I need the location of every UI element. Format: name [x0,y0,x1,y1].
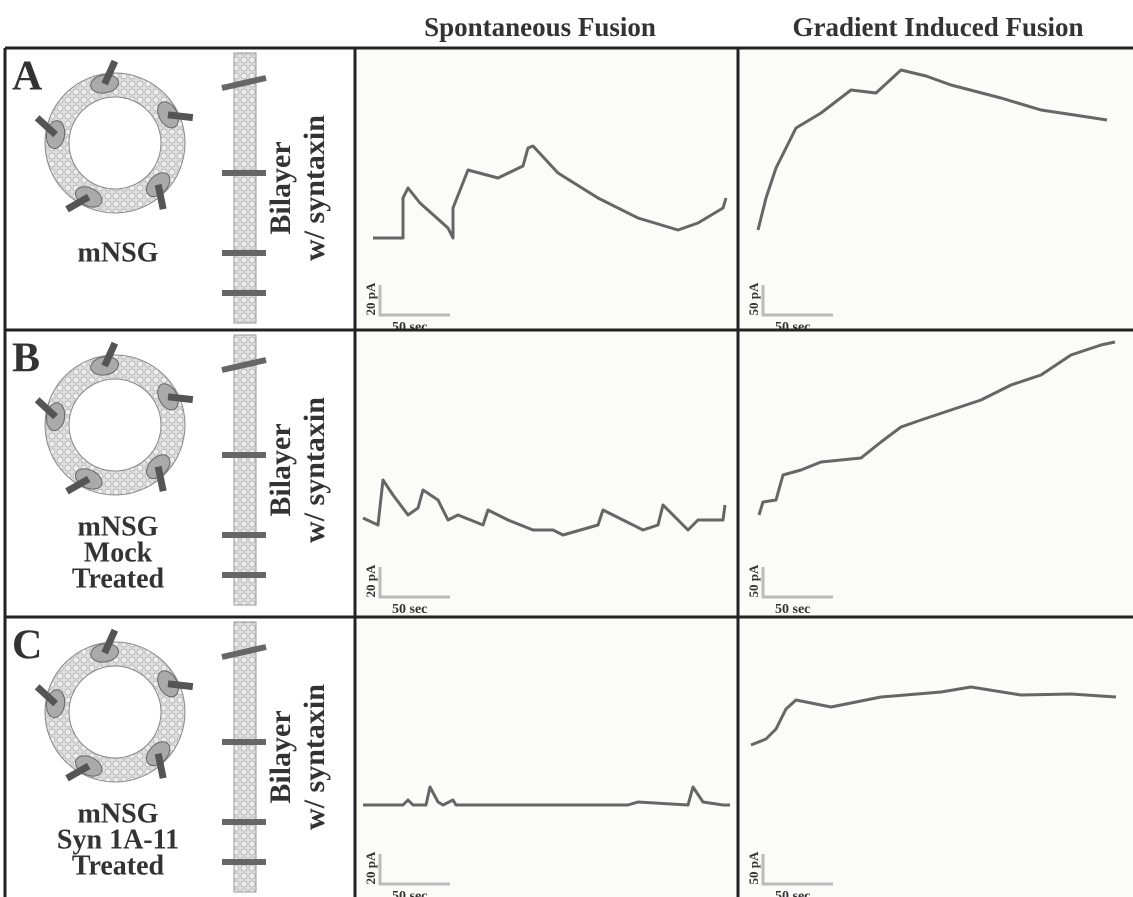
vesicle-label: Treated [72,563,165,594]
snare [101,59,119,86]
scale-bar [761,285,833,317]
scale-bar [378,285,450,317]
row-label: C [12,623,42,669]
snare [34,115,58,138]
scale-time: 50 sec [775,320,810,335]
snare [167,393,194,404]
scale-current: 50 pA [746,282,761,315]
scale-time: 50 sec [392,602,427,617]
panel-background [355,48,1133,897]
scale-bar [378,854,450,886]
snare [34,684,58,707]
bilayer [233,52,257,324]
current-trace [750,685,1117,747]
vesicle-label: mNSG [78,798,159,829]
bilayer [233,334,257,606]
scale-time: 50 sec [392,320,427,335]
current-trace [362,478,727,537]
scale-current: 20 pA [363,282,378,315]
column-header: Gradient Induced Fusion [792,12,1083,42]
column-header: Spontaneous Fusion [424,12,656,42]
scale-bar [378,567,450,599]
syntaxin [221,75,267,91]
syntaxin [221,357,267,373]
snare [154,183,167,210]
vesicle-label: mNSG [78,511,159,542]
snare [154,752,167,779]
snare [154,465,167,492]
current-trace [373,144,728,240]
current-trace [757,340,1116,516]
vesicle-outline [44,72,186,214]
scale-current: 50 pA [746,564,761,597]
vesicle-label: Syn 1A-11 [57,824,179,855]
vesicle-outline [68,378,162,472]
bilayer-label: w/ syntaxin [298,397,331,543]
snare [101,628,119,655]
snare [34,397,58,420]
snare [101,341,119,368]
grid [3,46,1133,897]
scale-time: 50 sec [775,889,810,897]
bilayer-label: Bilayer [264,710,297,803]
bilayer-label: w/ syntaxin [298,115,331,261]
vesicle-label: mNSG [78,237,159,268]
scale-bar [761,854,833,886]
bilayer-label: w/ syntaxin [298,684,331,830]
current-trace [756,68,1108,231]
vesicle-label: Mock [84,537,153,568]
snare [65,193,91,213]
row-label: B [12,336,40,382]
bilayer-label: Bilayer [264,141,297,234]
row-label: A [12,54,43,100]
vesicle-outline [44,641,186,783]
snare [65,475,91,495]
snare [167,111,194,122]
scale-time: 50 sec [775,602,810,617]
scale-current: 50 pA [746,851,761,884]
vesicle-outline [44,354,186,496]
scale-current: 20 pA [363,564,378,597]
vesicle-outline [68,665,162,759]
scale-time: 50 sec [392,889,427,897]
scale-current: 20 pA [363,851,378,884]
current-trace [363,785,730,807]
vesicle-label: Treated [72,850,165,881]
scale-bar [761,567,833,599]
bilayer-label: Bilayer [264,423,297,516]
bilayer [233,621,257,893]
vesicle-outline [68,96,162,190]
snare [65,762,91,782]
snare [167,680,194,691]
syntaxin [221,644,267,660]
